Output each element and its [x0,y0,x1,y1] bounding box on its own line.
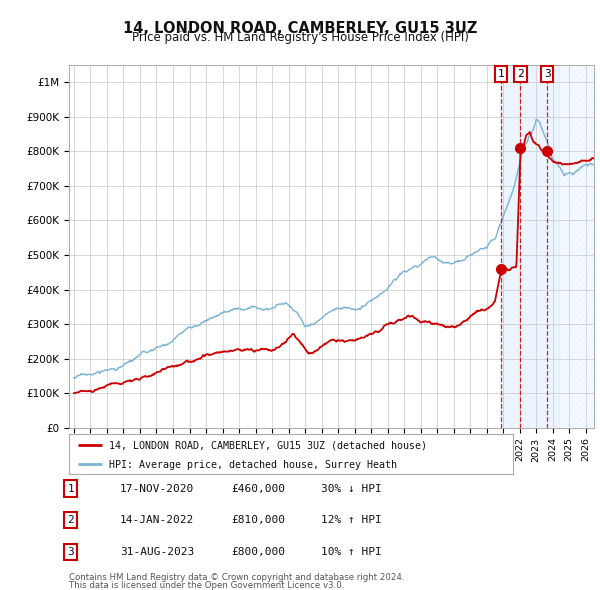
Bar [501,65,559,428]
Text: £810,000: £810,000 [231,516,285,525]
Text: 1: 1 [67,484,74,493]
Text: This data is licensed under the Open Government Licence v3.0.: This data is licensed under the Open Gov… [69,581,344,590]
Text: 12% ↑ HPI: 12% ↑ HPI [321,516,382,525]
Text: 14, LONDON ROAD, CAMBERLEY, GU15 3UZ: 14, LONDON ROAD, CAMBERLEY, GU15 3UZ [123,21,477,35]
Text: £460,000: £460,000 [231,484,285,493]
Text: HPI: Average price, detached house, Surrey Heath: HPI: Average price, detached house, Surr… [109,460,397,470]
Text: 14-JAN-2022: 14-JAN-2022 [120,516,194,525]
Text: 3: 3 [544,69,551,79]
Text: 31-AUG-2023: 31-AUG-2023 [120,548,194,557]
Text: 17-NOV-2020: 17-NOV-2020 [120,484,194,493]
Text: 30% ↓ HPI: 30% ↓ HPI [321,484,382,493]
Text: Contains HM Land Registry data © Crown copyright and database right 2024.: Contains HM Land Registry data © Crown c… [69,572,404,582]
Text: £800,000: £800,000 [231,548,285,557]
Text: 10% ↑ HPI: 10% ↑ HPI [321,548,382,557]
Bar [559,65,600,428]
Text: 14, LONDON ROAD, CAMBERLEY, GU15 3UZ (detached house): 14, LONDON ROAD, CAMBERLEY, GU15 3UZ (de… [109,441,427,451]
Text: Price paid vs. HM Land Registry's House Price Index (HPI): Price paid vs. HM Land Registry's House … [131,31,469,44]
Text: 2: 2 [517,69,524,79]
Text: 1: 1 [498,69,505,79]
Text: 3: 3 [67,548,74,557]
Text: 2: 2 [67,516,74,525]
